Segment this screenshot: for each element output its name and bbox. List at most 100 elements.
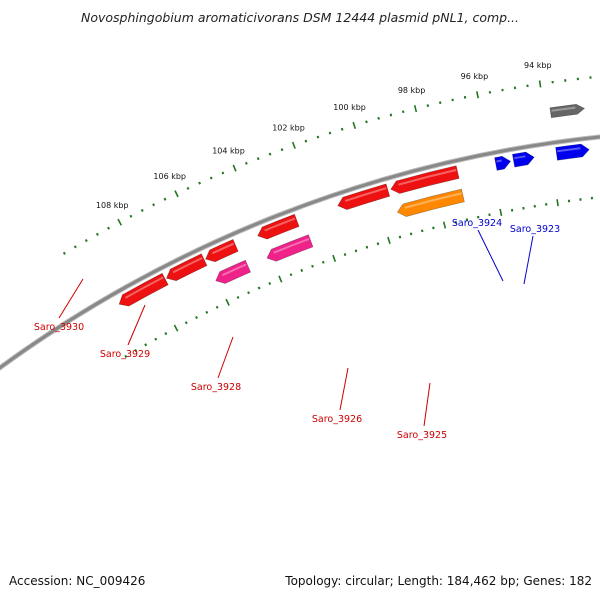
ruler-tick xyxy=(377,116,380,120)
ruler-tick xyxy=(186,186,190,190)
ruler-tick xyxy=(236,295,240,299)
ruler-tick xyxy=(432,226,435,230)
ruler-tick xyxy=(268,281,272,286)
ruler-tick xyxy=(401,110,405,114)
ruler-tick xyxy=(463,95,467,99)
gene-label[interactable]: Saro_3925 xyxy=(397,430,447,441)
gene-g-c[interactable] xyxy=(555,143,590,161)
ruler-tick xyxy=(398,235,402,239)
gene-g-3929[interactable] xyxy=(215,259,251,284)
ruler-tick xyxy=(365,120,368,124)
gene-highlight xyxy=(344,187,387,202)
gene-label[interactable]: Saro_3929 xyxy=(100,349,150,360)
ruler-tick xyxy=(134,349,138,353)
ruler-tick xyxy=(95,232,99,236)
ruler-tick-major xyxy=(476,91,479,99)
ruler-labels: 108 kbp 106 kbp 104 kbp 102 kbp 100 kbp 98 kb… xyxy=(96,61,552,210)
backbone-shadow xyxy=(0,134,600,371)
ruler-tick xyxy=(129,214,133,218)
backbone-line xyxy=(0,135,600,370)
leader-line xyxy=(423,382,431,427)
ruler-tick xyxy=(340,127,344,131)
gene-g-3930[interactable] xyxy=(166,253,208,282)
ruler-tick xyxy=(221,171,225,175)
ruler-tick-major xyxy=(556,199,559,207)
ruler-tick-major xyxy=(174,190,179,198)
gene-g-a[interactable] xyxy=(118,272,169,307)
gene-g-3928[interactable] xyxy=(266,234,314,262)
ruler-tick xyxy=(311,264,314,268)
map-title: Novosphingobium aromaticivorans DSM 1244… xyxy=(81,10,519,25)
leader-line xyxy=(217,336,234,379)
ruler-tick-major xyxy=(232,164,237,172)
ruler-tick-major xyxy=(413,105,418,113)
gene-label[interactable]: Saro_3924 xyxy=(452,218,502,229)
ruler-tick xyxy=(365,245,369,249)
gene-highlight xyxy=(273,238,310,254)
ruler-tick xyxy=(107,226,110,230)
ruler-tick xyxy=(73,245,77,249)
gene-g-3928-a[interactable] xyxy=(257,213,300,240)
ruler-tick xyxy=(152,203,156,207)
ruler-tick xyxy=(420,229,424,233)
gene-label[interactable]: Saro_3930 xyxy=(34,322,84,333)
ruler-label: 106 kbp xyxy=(153,172,186,181)
gene-highlight xyxy=(514,155,526,160)
ruler-tick xyxy=(247,291,250,295)
ruler-tick xyxy=(257,286,261,290)
ruler-tick-major xyxy=(352,121,357,130)
ruler-tick xyxy=(488,90,492,94)
gene-g-3929-a[interactable] xyxy=(205,239,239,263)
ruler-tick-major xyxy=(499,208,503,217)
ruler-tick xyxy=(451,98,454,102)
ruler-tick-major xyxy=(278,275,283,283)
gene-highlight xyxy=(551,106,576,112)
ruler-tick xyxy=(454,220,457,224)
gene-label[interactable]: Saro_3926 xyxy=(312,414,362,425)
gene-label[interactable]: Saro_3928 xyxy=(191,382,241,393)
gene-highlight xyxy=(398,169,457,186)
ruler-tick xyxy=(321,260,325,264)
ruler-tick xyxy=(62,251,66,255)
ruler-tick xyxy=(163,197,167,201)
ruler-tick xyxy=(300,268,304,272)
ruler-label: 98 kbp xyxy=(398,86,426,95)
gene-highlight xyxy=(222,263,247,277)
ruler-tick xyxy=(215,305,219,309)
gene-g-3925-a[interactable] xyxy=(390,165,460,194)
ruler-tick-major xyxy=(117,218,123,226)
ruler-tick-major xyxy=(291,141,296,149)
ruler-tick xyxy=(328,131,332,135)
gene-g-3926[interactable] xyxy=(337,183,391,210)
gene-g-3923[interactable] xyxy=(512,151,535,168)
ruler-tick xyxy=(389,113,393,117)
ruler-tick xyxy=(205,310,209,314)
ruler-tick xyxy=(198,181,202,185)
gene-g-d[interactable] xyxy=(549,103,586,119)
ruler-tick xyxy=(280,148,284,152)
ruler-tick-major xyxy=(387,236,391,244)
leader-line xyxy=(477,229,504,282)
accession-text: Accession: NC_009426 xyxy=(9,574,146,588)
leader-line xyxy=(339,367,349,411)
ruler-tick-major xyxy=(332,254,337,262)
ruler-label: 94 kbp xyxy=(524,61,552,70)
gene-highlight xyxy=(211,242,235,255)
ruler-label: 104 kbp xyxy=(212,146,245,155)
gene-g-3924[interactable] xyxy=(494,155,512,171)
leader-line xyxy=(58,278,84,319)
ruler-tick xyxy=(268,152,272,156)
ruler-outer-ticks xyxy=(62,76,592,255)
ruler-label: 100 kbp xyxy=(333,103,366,112)
ruler-tick xyxy=(426,104,430,108)
ruler-tick xyxy=(376,242,380,246)
ruler-tick xyxy=(209,176,213,180)
gene-g-3925[interactable] xyxy=(396,188,465,217)
topology-stats: Topology: circular; Length: 184,462 bp; … xyxy=(285,574,592,588)
gene-track xyxy=(118,103,590,307)
gene-label[interactable]: Saro_3923 xyxy=(510,224,560,235)
ruler-tick xyxy=(184,321,188,325)
gene-highlight xyxy=(124,276,164,299)
leader-line xyxy=(127,304,146,346)
ruler-tick xyxy=(124,354,128,358)
